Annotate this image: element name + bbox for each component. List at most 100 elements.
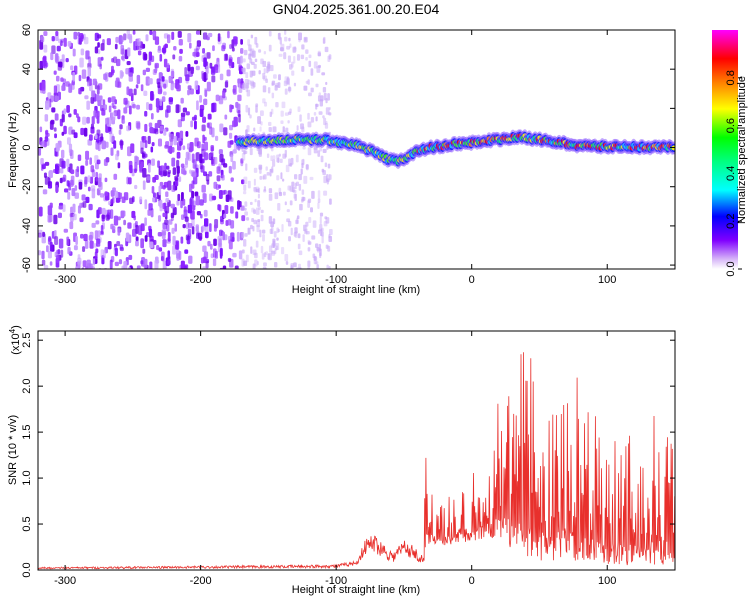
- spectrogram-cell: [328, 229, 333, 236]
- spectrogram-cell: [228, 235, 231, 244]
- spectrogram-cell: [49, 202, 53, 209]
- spectrogram-cell: [207, 240, 211, 247]
- spectrogram-cell: [254, 252, 258, 259]
- spectrogram-cell: [199, 199, 204, 206]
- spectrogram-cell: [109, 259, 113, 269]
- spectrogram-cell: [269, 228, 273, 234]
- spectrogram-cell: [277, 82, 281, 89]
- spectrogram-cell: [294, 46, 297, 50]
- spectrogram-cell: [209, 243, 213, 250]
- spectrogram-cell: [279, 37, 282, 45]
- spectrogram-cell: [288, 111, 292, 115]
- spectrogram-cell: [219, 73, 224, 81]
- spectrogram-cell: [157, 215, 162, 222]
- spectrogram-cell: [58, 205, 63, 210]
- spectrogram-cell: [127, 266, 131, 269]
- spectrogram-cell: [326, 264, 329, 269]
- spectrogram-cell: [203, 209, 208, 217]
- spectrogram-cell: [206, 52, 211, 59]
- spectrogram-cell: [312, 220, 317, 228]
- spectrogram-cell: [211, 156, 216, 167]
- spectrogram-cell: [249, 48, 253, 56]
- spectrogram-cell: [323, 190, 328, 196]
- spectrogram-cell: [180, 199, 183, 209]
- spectrogram-cell: [209, 126, 213, 135]
- spectrogram-cell: [137, 50, 142, 56]
- spectrogram-cell: [289, 108, 292, 114]
- spectrogram-cell: [263, 262, 267, 267]
- spectrogram-cell: [94, 251, 98, 260]
- spectrogram-cell: [259, 166, 262, 174]
- spectrogram-cell: [154, 62, 159, 69]
- spectrogram-cell: [328, 54, 332, 60]
- spectrogram-cell: [215, 94, 220, 102]
- spectrogram-cell: [205, 260, 209, 269]
- spectrogram-cell: [250, 81, 255, 89]
- spectrogram-cell: [139, 196, 143, 203]
- spectrogram-cell: [207, 113, 212, 120]
- spectrogram-cell: [107, 240, 112, 250]
- spectrogram-cell: [257, 187, 261, 194]
- spectrogram-cell: [154, 128, 159, 135]
- spectrogram-cell: [238, 64, 242, 72]
- spectrogram-cell: [171, 185, 176, 192]
- spectrogram-cell: [44, 176, 48, 185]
- snr-scale-prefix: (x10: [10, 333, 22, 354]
- spectrogram-cell: [43, 31, 48, 37]
- spectrogram-cell: [74, 192, 79, 199]
- spectrogram-cell: [196, 52, 200, 57]
- snr-frame: [37, 330, 676, 571]
- spectrogram-cell: [221, 45, 226, 52]
- xtick-label: -200: [190, 575, 212, 587]
- spectrogram-cell: [63, 188, 69, 193]
- spectrogram-cell: [262, 266, 267, 269]
- spectrogram-cell: [307, 241, 312, 245]
- spectrogram-cell: [135, 240, 139, 247]
- spectrogram-cell: [211, 195, 216, 201]
- spectrogram-cell: [209, 62, 213, 69]
- spectrogram-cell: [238, 200, 242, 208]
- spectrogram-cell: [199, 153, 203, 164]
- spectrogram-cell: [319, 224, 323, 232]
- spectrogram-cell: [230, 177, 234, 182]
- spectrogram-cell: [213, 238, 217, 246]
- spectrogram-cell: [232, 120, 237, 128]
- spectrogram-cell: [248, 53, 253, 57]
- spectrogram-cell: [243, 207, 247, 211]
- spectrogram-cell: [321, 235, 324, 244]
- spectrogram-cell: [73, 65, 78, 75]
- spectrogram-cell: [195, 224, 199, 232]
- spectrogram-cell: [303, 224, 306, 232]
- spectrogram-cell: [187, 89, 190, 96]
- spectrogram-cell: [280, 172, 283, 180]
- spectrogram-cell: [208, 32, 213, 38]
- spectrogram-cell: [280, 120, 284, 125]
- spectrogram-cell: [80, 48, 85, 56]
- spectrogram-cell: [199, 108, 204, 118]
- spectrogram-cell: [89, 231, 94, 240]
- spectrogram-cell: [263, 75, 267, 81]
- spectrogram-cell: [255, 207, 260, 215]
- spectrogram-cell: [272, 155, 276, 160]
- spectrogram-cell: [174, 223, 178, 232]
- colorbar-tick-label: 0.4: [725, 166, 737, 181]
- spectrogram-cell: [85, 196, 90, 204]
- spectrogram-cell: [97, 207, 102, 215]
- spectrogram-cell: [201, 143, 204, 152]
- spectrogram-cell: [245, 72, 249, 79]
- spectrogram-cell: [314, 261, 319, 265]
- spectrogram-cell: [223, 127, 228, 136]
- spectrogram-cell: [96, 159, 101, 165]
- spectrogram-cell: [281, 247, 285, 255]
- spectrogram-cell: [46, 245, 49, 253]
- spectrogram-cell: [209, 151, 214, 157]
- spectrogram-cell: [103, 73, 108, 80]
- spectrogram-cell: [268, 31, 272, 37]
- spectrogram-cell: [134, 184, 138, 190]
- spectrogram-cell: [179, 140, 182, 147]
- spectrogram-cell: [194, 80, 199, 91]
- spectrogram-cell: [147, 135, 151, 145]
- spectrogram-cell: [123, 219, 126, 226]
- spectrogram-xaxis: -300 -200 -100 0 100: [54, 30, 616, 286]
- ytick-label: 0.5: [21, 516, 33, 531]
